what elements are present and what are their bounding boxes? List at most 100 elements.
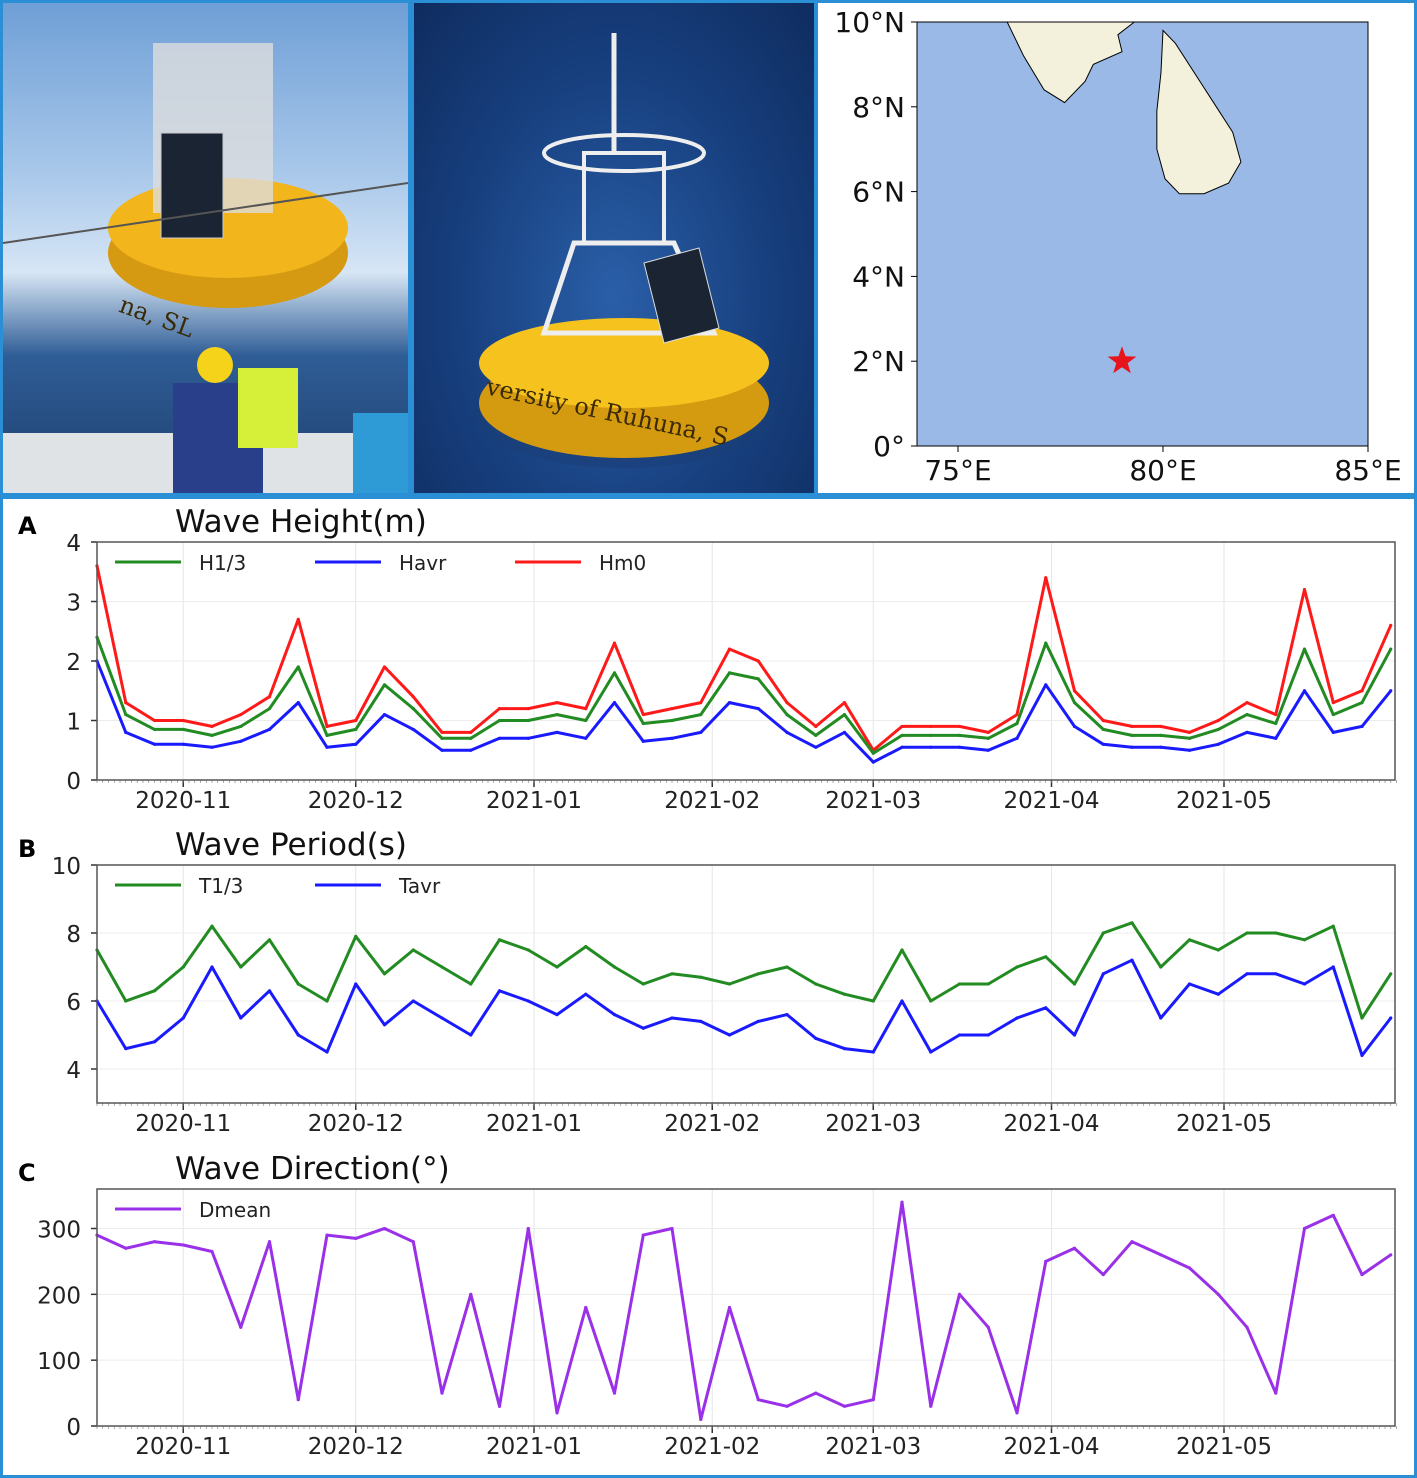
plot-frame <box>96 541 1396 781</box>
data-point <box>670 1226 674 1231</box>
series-line-tavr <box>95 958 1392 1057</box>
x-tick-label: 2021-04 <box>1003 1111 1099 1137</box>
data-point <box>440 965 444 969</box>
data-point <box>1245 701 1249 705</box>
data-point <box>181 742 185 746</box>
x-tick-label: 2020-12 <box>308 1434 404 1460</box>
data-point <box>239 739 243 743</box>
data-point <box>152 1240 157 1244</box>
data-point <box>756 659 760 663</box>
data-point <box>267 707 272 711</box>
data-point <box>267 695 272 699</box>
data-point <box>181 1243 185 1247</box>
lat-tick-label: 0° <box>873 430 905 463</box>
photo-buoy-at-sea-drawing <box>474 33 774 468</box>
data-point <box>785 712 789 717</box>
data-point <box>555 701 559 705</box>
data-point <box>1044 1259 1048 1264</box>
data-point <box>181 1016 185 1020</box>
data-point <box>152 989 157 993</box>
data-point <box>1101 931 1105 935</box>
data-point <box>1187 1266 1192 1270</box>
data-point <box>1360 701 1364 705</box>
data-point <box>727 701 732 705</box>
data-point <box>124 730 128 734</box>
data-point <box>1331 965 1335 969</box>
data-point <box>411 948 415 952</box>
data-point <box>1331 701 1335 705</box>
lat-tick-label: 2°N <box>852 345 905 378</box>
data-point <box>526 1226 530 1231</box>
data-point <box>1187 982 1192 986</box>
data-point <box>612 641 617 645</box>
location-map: 10°N 8°N 6°N 4°N 2°N 0° 75°E 80°E 85°E <box>815 0 1417 496</box>
data-point <box>900 745 904 749</box>
data-point <box>670 1016 674 1020</box>
data-point <box>124 1246 128 1250</box>
lat-tick-label: 8°N <box>852 91 905 124</box>
x-tick-label: 2020-11 <box>135 788 231 814</box>
data-point <box>1331 712 1335 717</box>
data-point <box>124 1047 128 1051</box>
data-point <box>239 712 243 717</box>
data-point <box>296 665 300 669</box>
data-point <box>612 965 617 969</box>
data-point <box>1389 623 1393 627</box>
data-point <box>986 1325 990 1329</box>
buoy-location-star-icon <box>1107 346 1137 374</box>
data-point <box>871 1050 875 1054</box>
data-point <box>584 707 588 711</box>
data-point <box>210 965 214 969</box>
data-point <box>267 989 272 993</box>
data-point <box>555 730 559 734</box>
x-tick-label: 2021-04 <box>1003 788 1099 814</box>
data-point <box>1245 730 1249 734</box>
data-point <box>181 718 185 723</box>
data-point <box>382 972 387 976</box>
data-point <box>325 733 329 737</box>
x-tick-label: 2020-12 <box>308 1111 404 1137</box>
data-point <box>1044 576 1048 580</box>
data-point <box>814 745 818 749</box>
x-tick-label: 2021-03 <box>825 1111 921 1137</box>
lat-tick-label: 6°N <box>852 176 905 209</box>
data-point <box>1331 1213 1335 1217</box>
data-point <box>1187 736 1192 740</box>
data-point <box>727 1305 732 1310</box>
data-point <box>354 727 358 732</box>
legend-label: H1/3 <box>199 551 246 575</box>
data-point <box>929 724 933 729</box>
data-point <box>670 972 674 976</box>
legend-label: Hm0 <box>599 551 646 575</box>
data-point <box>354 934 358 938</box>
data-point <box>900 733 904 737</box>
x-tick-label: 2021-05 <box>1176 1111 1272 1137</box>
data-point <box>1245 1325 1249 1329</box>
y-tick-label: 0 <box>66 1415 81 1441</box>
buoy-hull-top <box>479 318 769 408</box>
data-point <box>756 707 760 711</box>
data-point <box>296 617 300 621</box>
data-point <box>497 707 502 711</box>
data-point <box>756 677 760 681</box>
legend-label: Tavr <box>398 874 441 898</box>
data-point <box>842 992 847 996</box>
data-point <box>1302 647 1307 651</box>
buoy-tower <box>540 240 718 336</box>
data-point <box>296 1398 300 1402</box>
data-point <box>986 982 990 986</box>
data-point <box>382 665 387 669</box>
lon-tick-label: 80°E <box>1129 454 1196 487</box>
data-point <box>497 938 502 942</box>
data-point <box>1130 921 1134 925</box>
data-point <box>612 701 617 705</box>
data-point <box>986 1033 990 1037</box>
data-point <box>1044 1006 1048 1010</box>
data-point <box>325 999 329 1003</box>
data-point <box>814 1036 818 1040</box>
data-point <box>842 712 847 717</box>
data-point <box>699 1417 703 1422</box>
data-point <box>497 718 502 723</box>
data-point <box>1072 724 1077 729</box>
data-point <box>1331 924 1335 928</box>
